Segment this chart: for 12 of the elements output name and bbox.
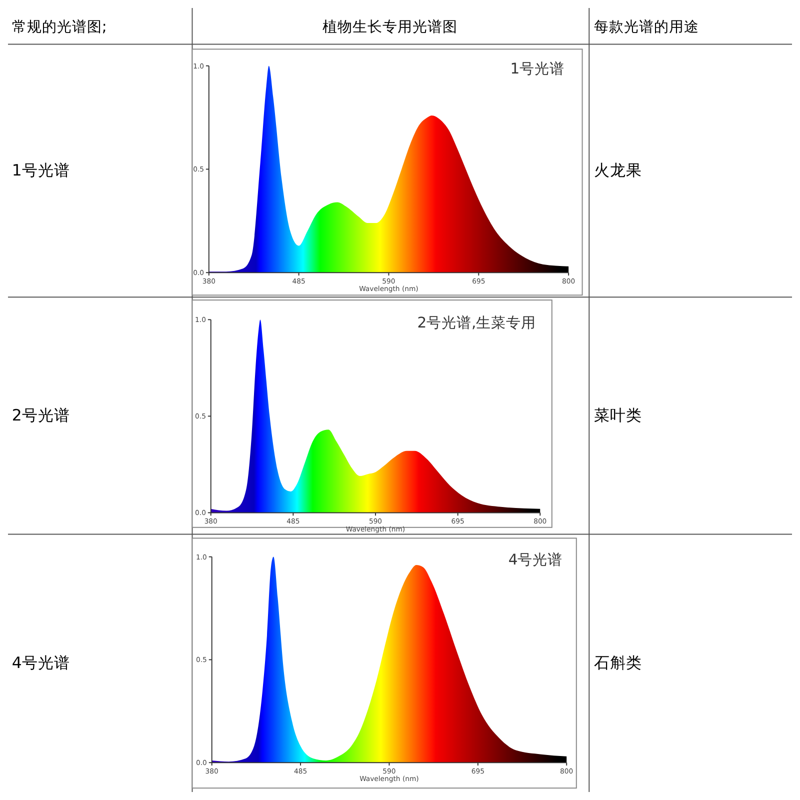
chart-title: 2号光谱,生菜专用 xyxy=(417,314,536,332)
chart-title: 4号光谱 xyxy=(508,552,563,569)
text: 每款光谱的用途 xyxy=(594,18,700,36)
text: 菜叶类 xyxy=(594,406,642,425)
text: 石斛类 xyxy=(594,653,642,672)
text: 火龙果 xyxy=(594,160,642,180)
text: 植物生长专用光谱图 xyxy=(322,18,458,36)
text: 1号光谱 xyxy=(12,160,70,180)
text: 常规的光谱图; xyxy=(12,18,107,36)
text: 4号光谱 xyxy=(12,653,70,672)
text: 2号光谱 xyxy=(12,406,70,425)
chart-title: 1号光谱 xyxy=(510,60,565,78)
